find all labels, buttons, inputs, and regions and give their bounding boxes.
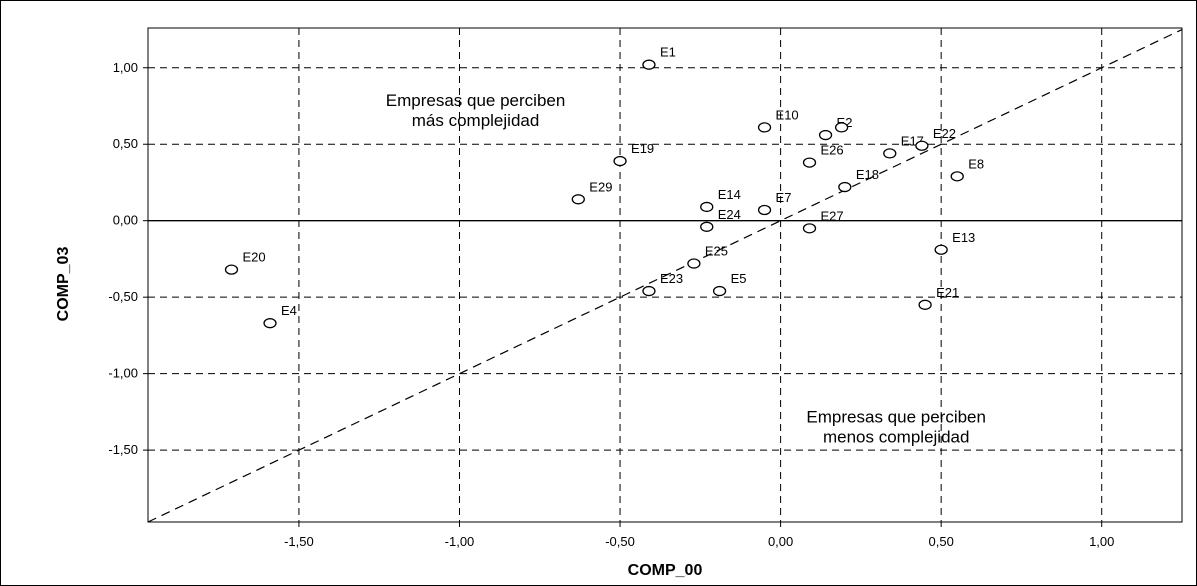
- data-point-label: E22: [933, 126, 956, 141]
- data-point-marker: [802, 157, 817, 168]
- x-tick-label: -0,50: [605, 534, 635, 549]
- data-point-label: E23: [660, 271, 683, 286]
- data-point-marker: [687, 258, 701, 269]
- data-point-marker: [642, 285, 656, 297]
- x-axis-title: COMP_00: [628, 562, 703, 579]
- data-point-label: E19: [631, 141, 654, 156]
- data-point-marker: [263, 318, 277, 329]
- y-axis-ticks: 1,00 0,50 0,00 -0,50 -1,00 -1,50: [108, 60, 148, 457]
- data-point-marker: [712, 285, 727, 297]
- data-point-marker: [757, 122, 772, 133]
- data-point-label: E13: [952, 230, 975, 245]
- data-point-marker: [950, 171, 964, 182]
- data-point-label: E29: [589, 179, 612, 194]
- y-tick-label: 1,00: [113, 60, 138, 75]
- data-point-label: E10: [776, 107, 799, 122]
- data-point-marker: [224, 264, 239, 275]
- data-point-label: E1: [660, 45, 676, 60]
- data-point-label: E21: [936, 285, 959, 300]
- y-tick-label: 0,00: [113, 213, 138, 228]
- data-point-marker: [934, 244, 948, 255]
- data-point-label: E20: [242, 250, 265, 265]
- data-point-label: E5: [731, 271, 747, 286]
- data-point-label: E8: [968, 156, 984, 171]
- data-point-marker: [883, 148, 897, 159]
- data-point-marker: [613, 155, 627, 167]
- reference-lines: [147, 28, 1183, 523]
- annotation-text: más complejidad: [412, 111, 540, 130]
- x-tick-label: 0,00: [768, 534, 793, 549]
- y-tick-label: -1,50: [108, 442, 138, 457]
- data-point-label: E14: [718, 187, 741, 202]
- data-point-marker: [838, 181, 852, 193]
- data-point-marker: [818, 129, 833, 141]
- grid-lines: [148, 28, 1182, 522]
- y-tick-label: 0,50: [113, 136, 138, 151]
- data-point-marker: [918, 299, 932, 310]
- data-point-label: E27: [821, 208, 844, 223]
- data-point-label: E24: [718, 207, 741, 222]
- x-axis-ticks: -1,50 -1,00 -0,50 0,00 0,50 1,00: [284, 522, 1114, 549]
- annotation-text: Empresas que perciben: [806, 408, 986, 427]
- data-point-label: E18: [856, 167, 879, 182]
- plot-area: [147, 27, 1183, 523]
- data-point-label: E4: [281, 303, 297, 318]
- data-point-marker: [915, 140, 929, 151]
- y-tick-label: -1,00: [108, 366, 138, 381]
- annotation-text: Empresas que perciben: [386, 91, 566, 110]
- data-point-marker: [642, 59, 656, 70]
- annotation-text: menos complejidad: [823, 428, 969, 447]
- data-point-marker: [700, 201, 714, 213]
- data-point-label: E26: [821, 143, 844, 158]
- x-tick-label: -1,00: [445, 534, 475, 549]
- y-tick-label: -0,50: [108, 289, 138, 304]
- data-point-marker: [571, 194, 585, 205]
- x-tick-label: 1,00: [1089, 534, 1114, 549]
- x-tick-label: -1,50: [284, 534, 314, 549]
- data-point-marker: [700, 221, 714, 232]
- data-point-label: E7: [776, 190, 792, 205]
- data-point-marker: [834, 122, 849, 133]
- data-point-marker: [802, 223, 817, 234]
- diagonal-reference-line: [147, 28, 1183, 523]
- data-point-label: E25: [705, 244, 728, 259]
- x-tick-label: 0,50: [929, 534, 954, 549]
- y-axis-title: COMP_03: [55, 247, 72, 322]
- data-point-marker: [757, 204, 772, 216]
